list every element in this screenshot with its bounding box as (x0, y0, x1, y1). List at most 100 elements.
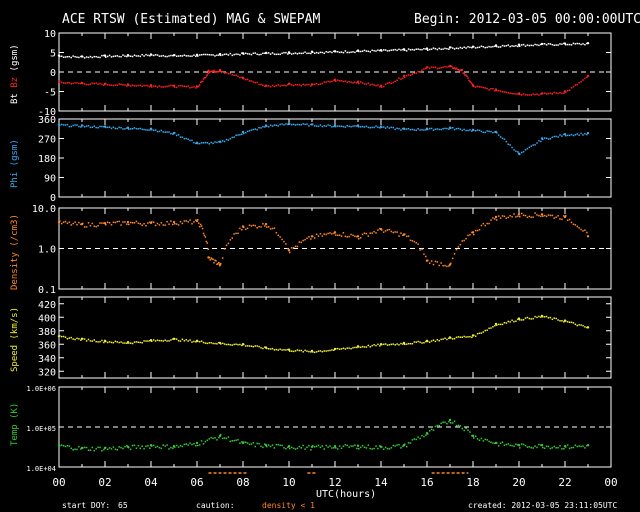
data-point (555, 216, 557, 218)
data-point (421, 48, 423, 51)
data-point (216, 343, 218, 345)
data-point (156, 130, 159, 133)
data-point (131, 222, 134, 224)
data-point (423, 435, 425, 438)
data-point (526, 44, 529, 46)
data-point (279, 53, 281, 56)
data-point (74, 338, 76, 341)
data-point (584, 229, 586, 231)
data-point (135, 341, 138, 343)
data-point (162, 224, 164, 226)
data-point (235, 343, 237, 345)
data-point (319, 350, 322, 352)
data-point (557, 92, 559, 95)
data-point (267, 125, 270, 128)
data-point (371, 232, 373, 234)
data-point (315, 445, 318, 448)
data-point (172, 223, 174, 226)
data-point (469, 129, 471, 131)
data-point (436, 261, 439, 263)
data-point (233, 343, 235, 346)
data-point (114, 221, 117, 224)
data-point (484, 131, 486, 134)
data-point (519, 45, 521, 47)
data-point (319, 51, 322, 54)
data-point (352, 234, 354, 237)
data-point (436, 339, 439, 341)
data-point (367, 82, 370, 84)
data-point (283, 51, 285, 54)
data-point (442, 264, 444, 267)
data-point (76, 337, 78, 340)
data-point (517, 215, 519, 217)
data-point (488, 130, 490, 133)
data-point (264, 346, 268, 349)
data-point (375, 344, 377, 347)
data-point (85, 56, 88, 58)
data-point (57, 444, 61, 447)
data-point (505, 443, 508, 446)
data-point (367, 235, 370, 237)
data-point (342, 445, 345, 448)
data-point (467, 77, 469, 79)
data-point (448, 64, 452, 68)
data-point (323, 448, 325, 450)
data-point (315, 82, 318, 85)
data-point (423, 47, 425, 50)
data-point (464, 74, 466, 76)
data-point (60, 55, 63, 58)
data-point (566, 444, 569, 446)
data-point (524, 214, 527, 217)
data-point (187, 340, 189, 342)
data-point (313, 351, 316, 354)
data-point (212, 342, 214, 345)
data-point (183, 85, 186, 87)
data-point (195, 53, 199, 57)
data-point (534, 43, 536, 46)
data-point (463, 335, 465, 338)
data-point (57, 123, 61, 126)
data-point (428, 262, 431, 264)
data-point (229, 137, 232, 140)
data-point (542, 215, 544, 217)
data-point (333, 231, 337, 234)
data-point (423, 68, 425, 70)
data-point (126, 342, 128, 345)
data-point (70, 447, 72, 450)
data-point (87, 124, 90, 127)
data-point (59, 220, 61, 222)
data-point (215, 70, 217, 73)
data-point (292, 84, 295, 87)
data-point (348, 125, 350, 128)
data-point (97, 225, 99, 227)
data-point (528, 446, 531, 448)
data-point (203, 76, 206, 79)
data-point (118, 220, 120, 223)
data-point (461, 427, 463, 430)
data-point (225, 244, 228, 247)
data-point (425, 48, 427, 50)
data-point (287, 53, 289, 55)
data-point (166, 340, 168, 342)
data-point (358, 238, 360, 240)
data-point (275, 231, 278, 234)
data-point (70, 224, 72, 226)
data-point (223, 72, 226, 74)
data-point (254, 224, 256, 227)
data-point (198, 444, 201, 446)
data-point (415, 242, 417, 244)
data-point (195, 339, 199, 343)
data-point (425, 129, 427, 131)
data-point (193, 340, 195, 343)
data-point (152, 444, 155, 447)
data-point (233, 233, 235, 235)
data-point (390, 82, 393, 85)
data-point (359, 346, 362, 349)
data-point (68, 221, 71, 223)
data-point (177, 224, 180, 226)
data-point (396, 343, 398, 345)
data-point (91, 340, 94, 342)
phi-ylabel: Phi (gsm) (10, 139, 20, 188)
data-point (208, 53, 210, 56)
data-point (262, 347, 264, 350)
